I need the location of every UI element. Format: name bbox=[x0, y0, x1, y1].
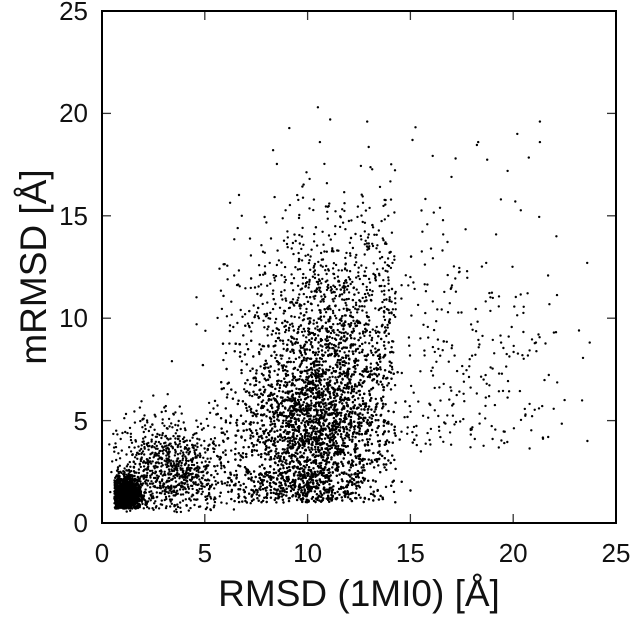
x-tick-label: 25 bbox=[601, 538, 631, 568]
x-tick-label: 10 bbox=[293, 538, 323, 568]
x-tick-label: 20 bbox=[498, 538, 528, 568]
y-tick-label: 0 bbox=[73, 508, 88, 538]
x-axis-label: RMSD (1MI0) [Å] bbox=[218, 573, 500, 614]
y-tick-label: 20 bbox=[59, 98, 88, 129]
y-tick-label: 5 bbox=[73, 405, 88, 436]
y-tick-label: 25 bbox=[59, 0, 88, 26]
plot-frame bbox=[101, 10, 617, 524]
x-tick-label: 0 bbox=[94, 538, 110, 568]
x-tick-label: 15 bbox=[395, 538, 425, 568]
y-tick-label: 10 bbox=[59, 303, 88, 334]
x-tick-label: 5 bbox=[197, 538, 213, 568]
y-tick-label: 15 bbox=[59, 200, 88, 231]
data-points bbox=[108, 106, 591, 514]
y-axis-label: mRMSD [Å] bbox=[13, 169, 54, 365]
